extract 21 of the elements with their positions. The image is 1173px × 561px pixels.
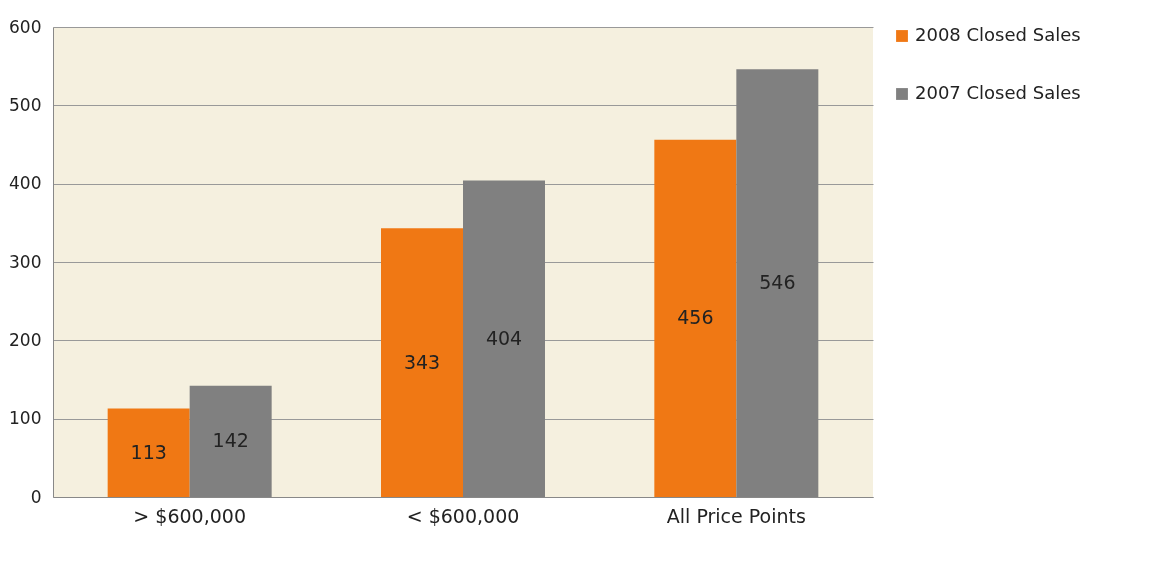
legend-label: 2007 Closed Sales (915, 82, 1081, 103)
y-tick-label: 200 (9, 329, 42, 350)
data-label: 546 (759, 271, 796, 294)
y-tick-label: 300 (9, 251, 42, 272)
y-tick-label: 100 (9, 408, 42, 429)
data-label: 456 (677, 306, 714, 329)
y-tick-label: 600 (9, 16, 42, 37)
x-tick-label: All Price Points (666, 504, 806, 527)
data-label: 404 (485, 326, 523, 349)
bar (381, 228, 463, 497)
y-tick-label: 0 (30, 486, 42, 507)
legend-label: 2008 Closed Sales (915, 24, 1081, 45)
y-tick-label: 500 (9, 94, 42, 115)
data-label: 343 (403, 350, 441, 373)
data-label: 142 (212, 429, 249, 452)
x-tick-label: < $600,000 (406, 504, 520, 527)
data-label: 113 (130, 440, 167, 463)
bar (654, 139, 737, 497)
bar (107, 408, 190, 497)
x-tick-label: > $600,000 (133, 504, 246, 527)
y-tick-label: 400 (9, 173, 42, 194)
